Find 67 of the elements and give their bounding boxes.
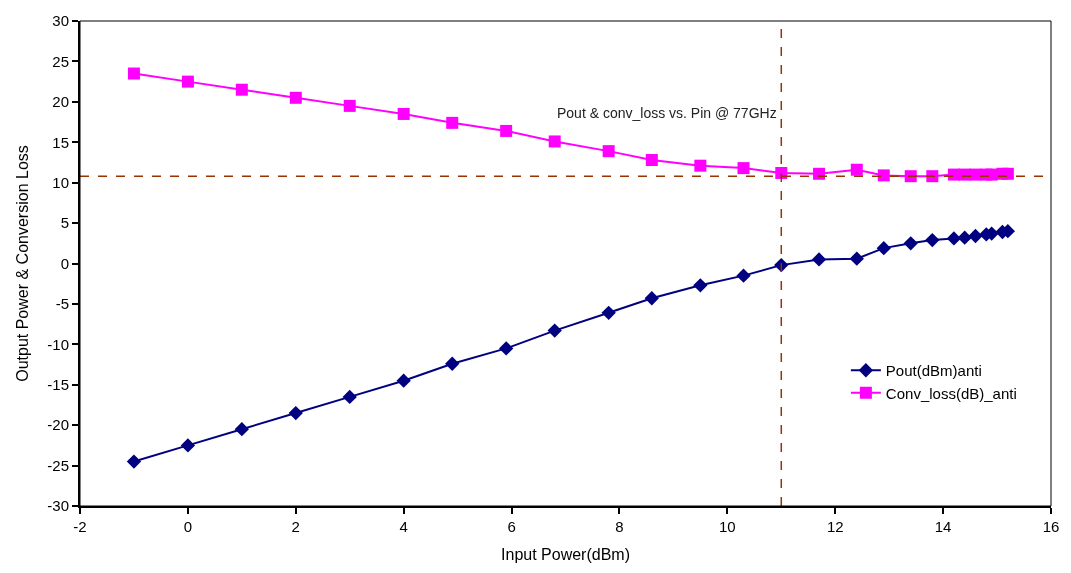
point	[849, 251, 864, 266]
point	[234, 422, 249, 437]
point	[925, 232, 940, 248]
legend-label: Conv_loss(dB)_anti	[885, 384, 1017, 402]
point	[548, 135, 561, 148]
point	[397, 107, 410, 120]
x-tick-label: 12	[826, 518, 844, 535]
legend-label: Pout(dBm)anti	[885, 362, 982, 380]
point	[811, 252, 827, 267]
point	[499, 341, 514, 356]
point	[644, 291, 659, 306]
point	[693, 278, 708, 293]
point	[289, 91, 302, 104]
y-axis-title: Output Power & Conversion Loss	[13, 145, 31, 382]
y-tick-label: -15	[47, 376, 69, 393]
x-tick-label: -2	[73, 518, 87, 535]
x-tick-label: 14	[934, 518, 952, 535]
x-tick-label: 16	[1042, 518, 1060, 535]
point	[957, 230, 972, 245]
point	[343, 99, 356, 112]
y-tick-label: 20	[52, 93, 69, 111]
x-tick-label: 10	[718, 518, 736, 535]
y-tick-label: 30	[52, 12, 69, 30]
y-tick-label: 0	[60, 254, 69, 272]
point	[500, 124, 513, 137]
point	[876, 240, 891, 256]
y-tick-label: 10	[52, 173, 69, 191]
y-tick-label: -25	[47, 456, 69, 474]
x-tick-label: 8	[615, 518, 624, 535]
point	[774, 257, 789, 273]
point	[445, 356, 460, 371]
x-tick-label: 2	[291, 518, 300, 535]
x-tick-label: 4	[399, 518, 408, 535]
point	[645, 154, 658, 167]
y-tick-label: 25	[52, 52, 69, 70]
point	[813, 167, 826, 180]
y-tick-label: -30	[47, 497, 69, 515]
point	[127, 67, 140, 80]
x-axis-title: Input Power(dBm)	[501, 546, 630, 564]
y-tick-label: -5	[55, 295, 69, 313]
point	[694, 159, 707, 172]
annotation: Pout & conv_loss vs. Pin @ 77GHz	[557, 105, 777, 121]
point	[601, 305, 616, 320]
point	[396, 373, 411, 388]
y-tick-label: 5	[60, 214, 69, 232]
x-tick-label: 6	[507, 518, 516, 535]
x-tick-label: 0	[183, 518, 193, 535]
y-tick-label: 15	[52, 133, 69, 151]
y-tick-label: -10	[47, 335, 69, 353]
point	[968, 228, 983, 244]
point	[946, 231, 962, 246]
point	[736, 268, 751, 283]
point	[903, 236, 918, 251]
point	[446, 116, 459, 129]
point	[235, 83, 248, 96]
point	[737, 162, 750, 175]
point	[547, 323, 562, 338]
point	[850, 163, 863, 176]
point	[602, 145, 615, 158]
y-tick-label: -20	[47, 416, 69, 434]
point	[288, 405, 303, 421]
point	[1001, 167, 1014, 180]
point	[342, 389, 357, 405]
point	[181, 75, 194, 88]
point	[180, 438, 196, 453]
point	[877, 169, 890, 182]
point	[126, 454, 142, 469]
